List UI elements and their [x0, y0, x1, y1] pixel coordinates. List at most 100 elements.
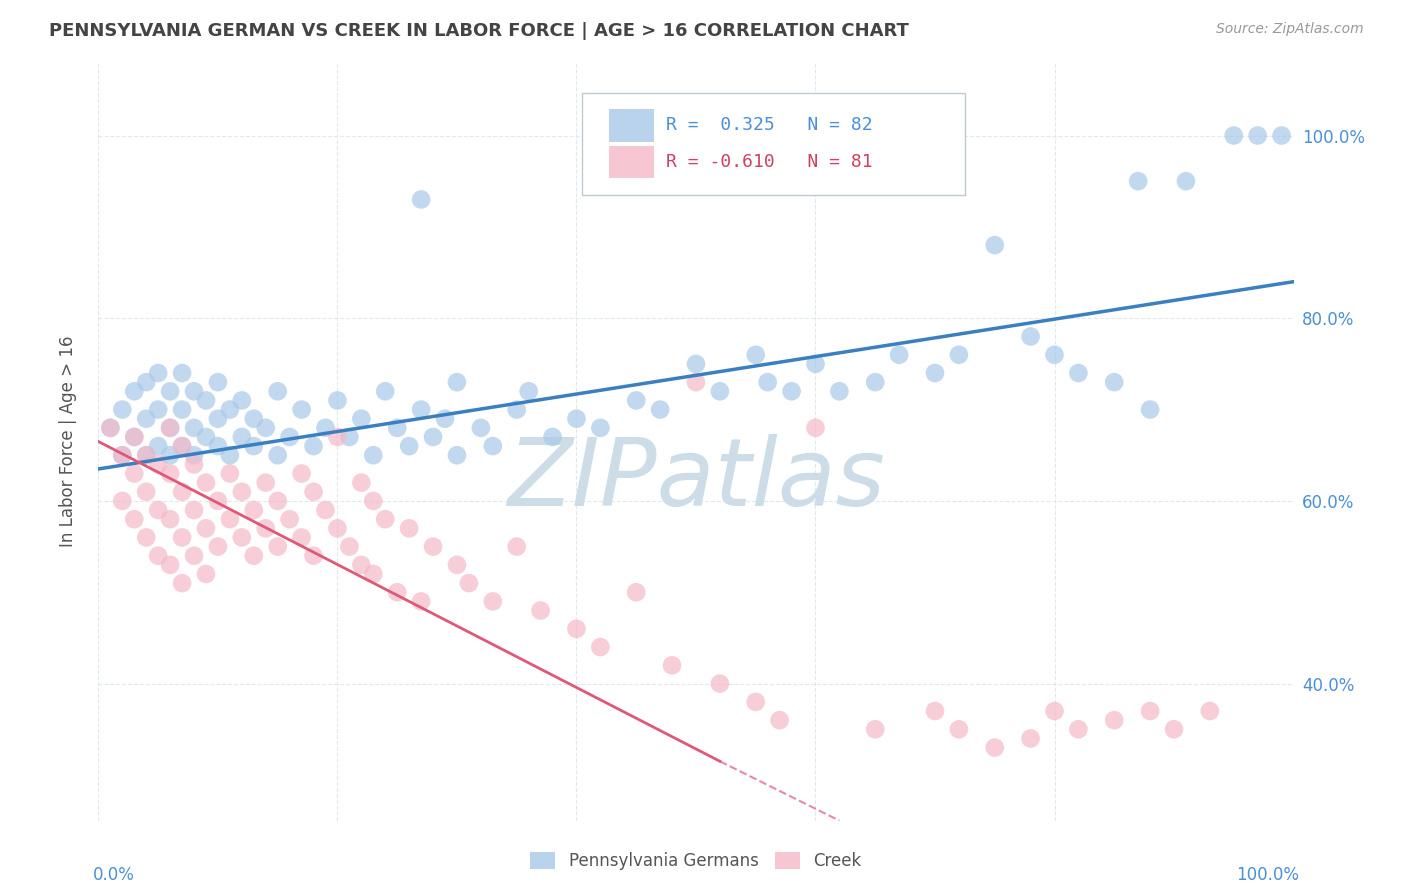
Text: R = -0.610   N = 81: R = -0.610 N = 81	[666, 153, 873, 170]
Point	[350, 411, 373, 425]
Point	[1104, 375, 1126, 389]
Point	[709, 384, 731, 399]
Point	[446, 375, 468, 389]
Point	[685, 375, 707, 389]
Point	[148, 402, 170, 417]
Point	[243, 549, 266, 563]
Text: 100.0%: 100.0%	[1236, 866, 1299, 884]
Point	[315, 421, 337, 435]
Point	[709, 676, 731, 690]
Point	[865, 723, 887, 737]
Point	[350, 558, 373, 572]
Point	[219, 467, 242, 481]
Point	[195, 566, 218, 581]
Point	[195, 393, 218, 408]
Point	[195, 430, 218, 444]
Point	[1067, 366, 1090, 380]
Point	[398, 439, 420, 453]
Point	[745, 695, 768, 709]
Point	[385, 585, 409, 599]
Point	[648, 402, 672, 417]
Point	[243, 411, 266, 425]
Point	[1271, 128, 1294, 143]
Point	[446, 558, 468, 572]
Point	[517, 384, 540, 399]
Point	[363, 494, 385, 508]
Point	[172, 439, 194, 453]
Point	[1019, 731, 1042, 746]
Point	[302, 549, 325, 563]
Point	[804, 357, 827, 371]
Point	[434, 411, 457, 425]
Point	[124, 384, 146, 399]
Point	[363, 566, 385, 581]
Point	[135, 448, 157, 462]
Point	[984, 238, 1007, 252]
Point	[231, 531, 253, 545]
Point	[411, 193, 433, 207]
Point	[1139, 402, 1161, 417]
Point	[804, 421, 827, 435]
Point	[135, 411, 157, 425]
Point	[172, 366, 194, 380]
Point	[254, 421, 277, 435]
Point	[411, 594, 433, 608]
Text: PENNSYLVANIA GERMAN VS CREEK IN LABOR FORCE | AGE > 16 CORRELATION CHART: PENNSYLVANIA GERMAN VS CREEK IN LABOR FO…	[49, 22, 910, 40]
Point	[1139, 704, 1161, 718]
Point	[1163, 723, 1185, 737]
Text: R =  0.325   N = 82: R = 0.325 N = 82	[666, 116, 873, 135]
Point	[1043, 704, 1066, 718]
Point	[374, 512, 396, 526]
Point	[756, 375, 779, 389]
Point	[267, 494, 290, 508]
Point	[111, 448, 134, 462]
Point	[745, 348, 768, 362]
Point	[1175, 174, 1198, 188]
Point	[254, 521, 277, 535]
Point	[661, 658, 683, 673]
Point	[924, 366, 946, 380]
Point	[889, 348, 911, 362]
Point	[541, 430, 564, 444]
Point	[481, 594, 505, 608]
Point	[124, 430, 146, 444]
Point	[159, 467, 181, 481]
Point	[422, 430, 444, 444]
Point	[111, 402, 134, 417]
Point	[422, 540, 444, 554]
Point	[219, 402, 242, 417]
Point	[1247, 128, 1270, 143]
Point	[148, 439, 170, 453]
Point	[363, 448, 385, 462]
FancyBboxPatch shape	[609, 145, 654, 178]
Point	[470, 421, 492, 435]
Point	[159, 384, 181, 399]
Point	[159, 512, 181, 526]
Point	[385, 421, 409, 435]
Point	[302, 484, 325, 499]
Point	[411, 402, 433, 417]
Point	[768, 713, 790, 727]
Point	[291, 467, 314, 481]
Point	[219, 448, 242, 462]
Point	[1019, 329, 1042, 343]
Point	[243, 503, 266, 517]
Point	[124, 467, 146, 481]
Point	[243, 439, 266, 453]
Point	[924, 704, 946, 718]
Point	[98, 421, 122, 435]
Point	[398, 521, 420, 535]
Point	[326, 430, 349, 444]
Point	[159, 421, 181, 435]
Point	[172, 531, 194, 545]
Point	[135, 375, 157, 389]
Point	[135, 531, 157, 545]
Y-axis label: In Labor Force | Age > 16: In Labor Force | Age > 16	[59, 335, 77, 548]
Point	[780, 384, 803, 399]
Point	[148, 503, 170, 517]
Point	[219, 512, 242, 526]
Point	[315, 503, 337, 517]
Point	[339, 540, 361, 554]
Point	[183, 448, 205, 462]
Point	[278, 430, 301, 444]
